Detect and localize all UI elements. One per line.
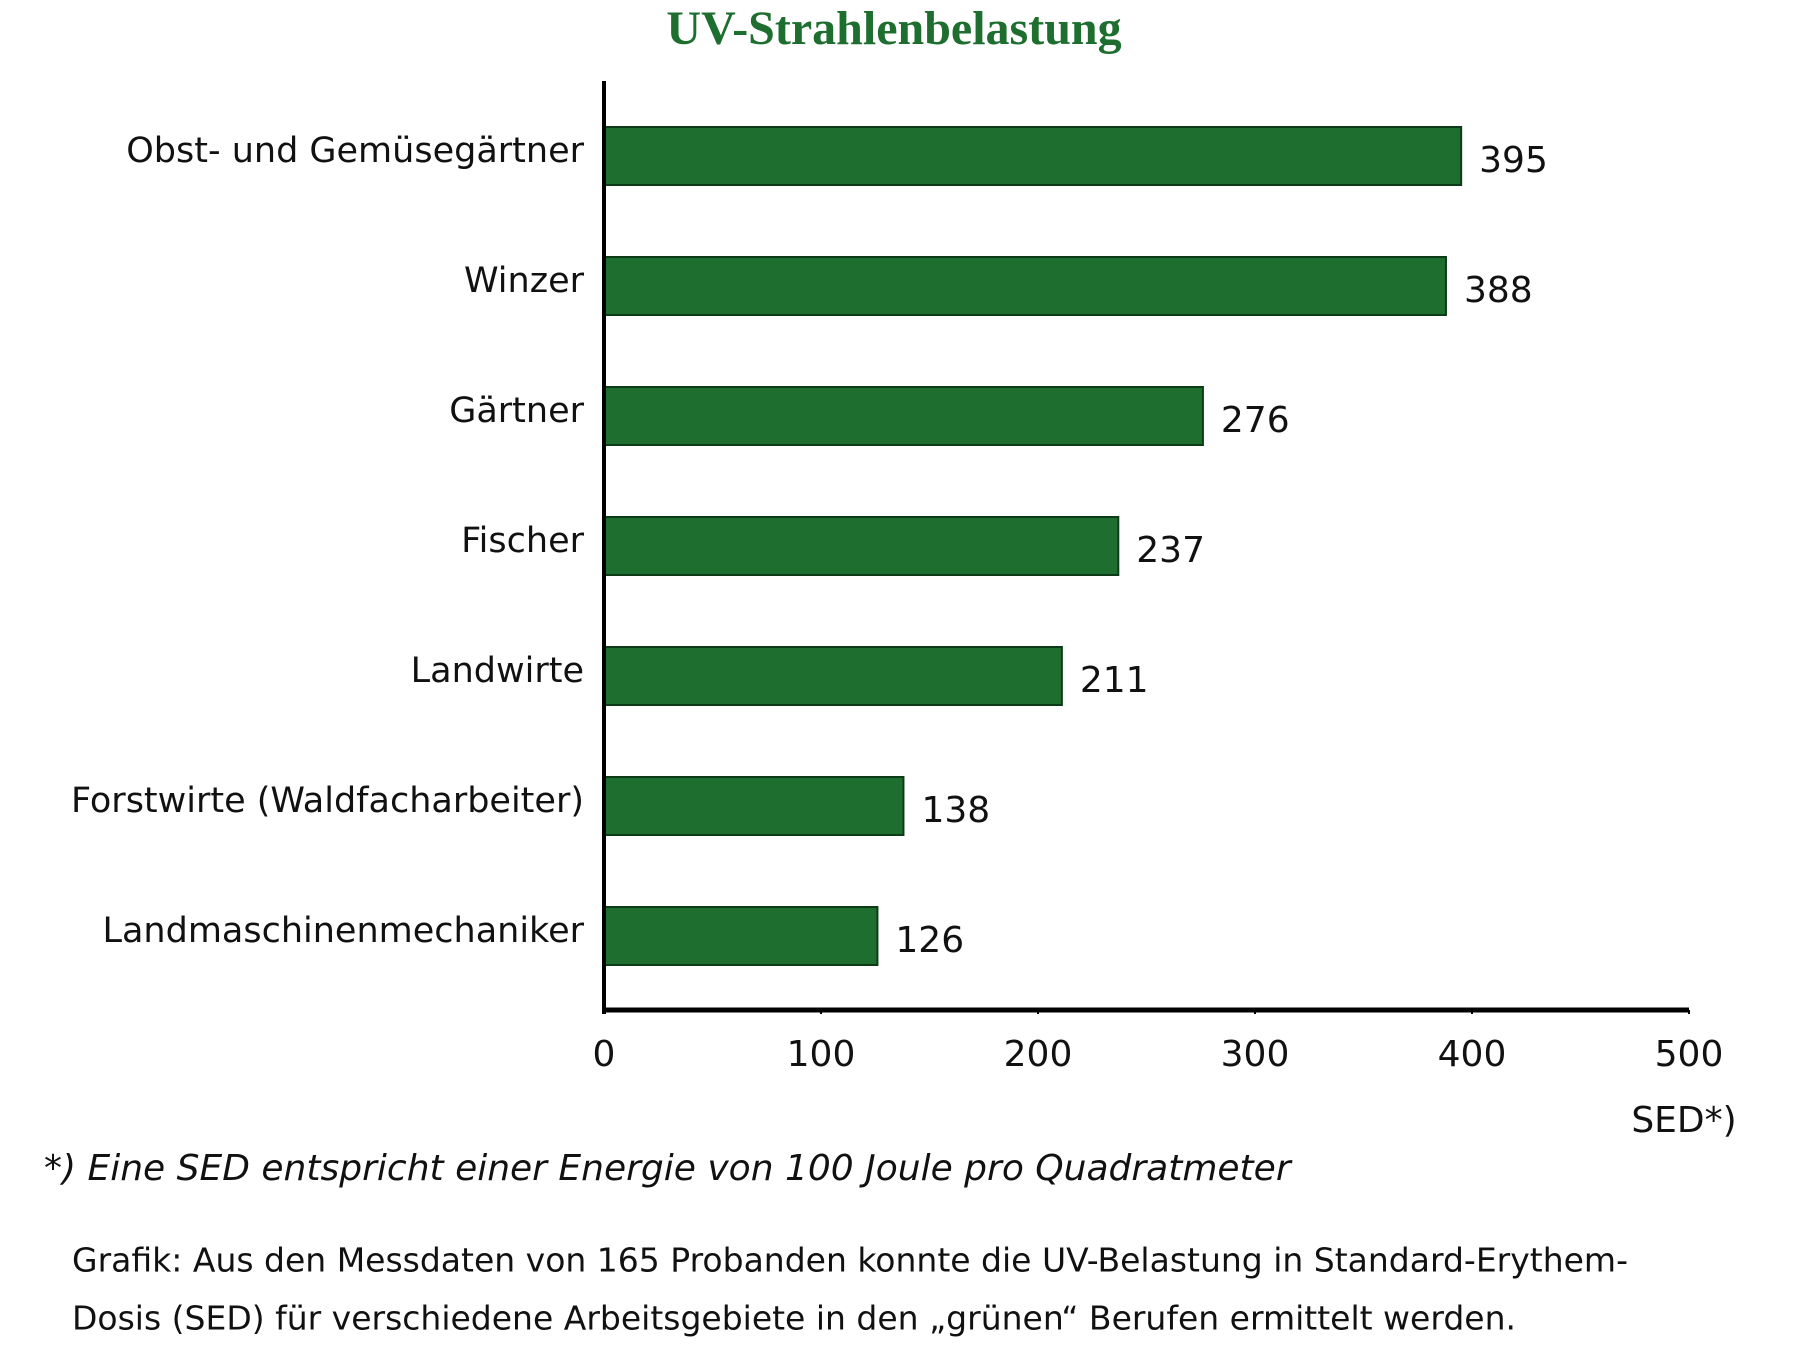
y-tick-label: Winzer	[464, 261, 585, 301]
footnote: *) Eine SED entspricht einer Energie von…	[44, 1148, 1293, 1189]
bar	[603, 256, 1447, 316]
x-axis-label: SED*)	[1631, 1100, 1736, 1141]
value-label: 211	[1080, 660, 1149, 701]
y-tick-label: Forstwirte (Waldfacharbeiter)	[71, 781, 584, 821]
value-label: 237	[1136, 530, 1205, 571]
x-tick-label: 500	[1655, 1034, 1724, 1075]
caption-line: Grafik: Aus den Messdaten von 165 Proban…	[72, 1241, 1628, 1280]
x-tick-label: 200	[1004, 1034, 1073, 1075]
x-tick-label: 300	[1221, 1034, 1290, 1075]
x-tick-label: 0	[593, 1034, 616, 1075]
y-tick-label: Landwirte	[411, 651, 584, 691]
bar	[603, 646, 1063, 706]
bar	[603, 386, 1204, 446]
value-label: 388	[1464, 270, 1533, 311]
y-tick-label: Landmaschinenmechaniker	[102, 911, 584, 951]
x-tick-label: 400	[1438, 1034, 1507, 1075]
value-label: 126	[895, 920, 964, 961]
value-label: 395	[1479, 140, 1548, 181]
value-label: 138	[921, 790, 990, 831]
y-tick-label: Fischer	[461, 521, 585, 561]
bar	[603, 516, 1120, 576]
y-tick-label: Gärtner	[449, 391, 584, 431]
caption-line: Dosis (SED) für verschiedene Arbeitsgebi…	[72, 1299, 1516, 1338]
bar	[603, 776, 905, 836]
y-tick-label: Obst- und Gemüsegärtner	[126, 131, 584, 171]
value-label: 276	[1221, 400, 1290, 441]
bar	[603, 906, 879, 966]
x-tick-label: 100	[787, 1034, 856, 1075]
chart-title: UV-Strahlenbelastung	[666, 2, 1121, 55]
bar	[603, 126, 1463, 186]
